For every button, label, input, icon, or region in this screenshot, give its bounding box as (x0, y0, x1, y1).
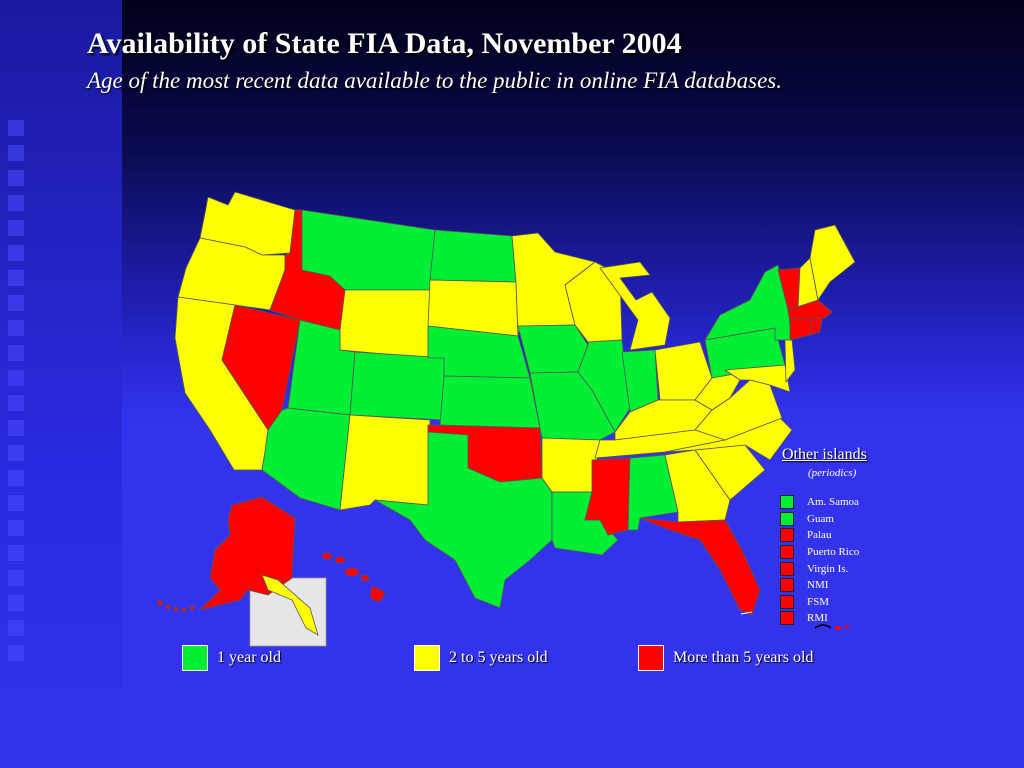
decorative-square (8, 470, 24, 486)
state-new-jersey (784, 339, 796, 383)
island-swatch (780, 594, 794, 609)
state-iowa (517, 324, 589, 374)
puerto-rico-marks (835, 625, 849, 630)
island-swatch (780, 545, 794, 560)
alaska-panhandle (261, 574, 319, 636)
decorative-squares (8, 120, 24, 670)
island-item: Palau (780, 527, 859, 544)
decorative-square (8, 445, 24, 461)
state-illinois (577, 339, 631, 433)
state-connecticut (789, 317, 813, 341)
islands-compass-mark (814, 624, 832, 629)
decorative-square (8, 395, 24, 411)
island-label: NMI (807, 579, 829, 592)
decorative-square (8, 495, 24, 511)
legend-label: 1 year old (217, 649, 281, 666)
decorative-square (8, 295, 24, 311)
state-new-york (704, 264, 793, 341)
keys-mark (740, 611, 753, 615)
decorative-square (8, 220, 24, 236)
island-swatch (780, 578, 794, 593)
slide-subtitle: Age of the most recent data available to… (87, 68, 782, 93)
island-item: Guam (780, 511, 859, 528)
island-label: Virgin Is. (807, 562, 849, 575)
decorative-square (8, 595, 24, 611)
slide-title: Availability of State FIA Data, November… (87, 27, 682, 60)
island-swatch (780, 528, 794, 543)
island-item: NMI (780, 577, 859, 594)
island-swatch (780, 611, 794, 626)
state-massachusetts (787, 299, 833, 321)
legend-swatch-yellow (414, 645, 440, 671)
legend-2-to-5-years: 2 to 5 years old (414, 645, 548, 671)
state-michigan (599, 261, 671, 351)
legend-over-5-years: More than 5 years old (638, 645, 813, 671)
other-islands-title: Other islands (782, 446, 867, 463)
decorative-square (8, 570, 24, 586)
state-washington (199, 191, 296, 256)
state-maryland (724, 364, 791, 393)
decorative-square (8, 145, 24, 161)
state-kansas (439, 375, 541, 429)
island-swatch (780, 495, 794, 510)
decorative-square (8, 120, 24, 136)
decorative-square (8, 620, 24, 636)
hawaii-islands (321, 552, 386, 603)
island-label: RMI (807, 612, 828, 625)
decorative-square (8, 270, 24, 286)
decorative-square (8, 370, 24, 386)
state-maine (809, 224, 856, 301)
decorative-square (8, 170, 24, 186)
state-florida (639, 517, 761, 616)
legend-swatch-green (182, 645, 208, 671)
decorative-square (8, 545, 24, 561)
alaska-inset (157, 496, 327, 647)
island-label: Am. Samoa (807, 496, 859, 509)
state-texas (374, 431, 553, 609)
decorative-square (8, 645, 24, 661)
island-item: FSM (780, 594, 859, 611)
island-swatch (780, 511, 794, 526)
island-swatch (780, 561, 794, 576)
decorative-square (8, 245, 24, 261)
island-item: Virgin Is. (780, 560, 859, 577)
state-north-dakota (429, 229, 517, 283)
island-label: Palau (807, 529, 832, 542)
state-wyoming (339, 289, 431, 359)
decorative-square (8, 195, 24, 211)
state-new-mexico (339, 414, 431, 511)
other-islands-subtitle: (periodics) (808, 467, 857, 479)
island-label: FSM (807, 595, 830, 608)
decorative-square (8, 520, 24, 536)
decorative-square (8, 320, 24, 336)
island-item: Puerto Rico (780, 544, 859, 561)
legend-swatch-red (638, 645, 664, 671)
other-islands-list: Am. Samoa Guam Palau Puerto Rico Virgin Is. N… (780, 494, 859, 627)
state-rhode-island (809, 317, 823, 336)
state-arizona (261, 407, 351, 511)
decorative-square (8, 420, 24, 436)
legend-1-year: 1 year old (182, 645, 281, 671)
legend-label: 2 to 5 years old (449, 649, 548, 666)
island-item: Am. Samoa (780, 494, 859, 511)
island-item: RMI (780, 610, 859, 627)
left-decorative-strip (0, 0, 122, 768)
island-label: Guam (807, 512, 834, 525)
legend-label: More than 5 years old (673, 649, 814, 666)
decorative-square (8, 345, 24, 361)
state-colorado (349, 351, 449, 421)
island-label: Puerto Rico (807, 546, 860, 559)
state-arkansas (541, 437, 601, 493)
